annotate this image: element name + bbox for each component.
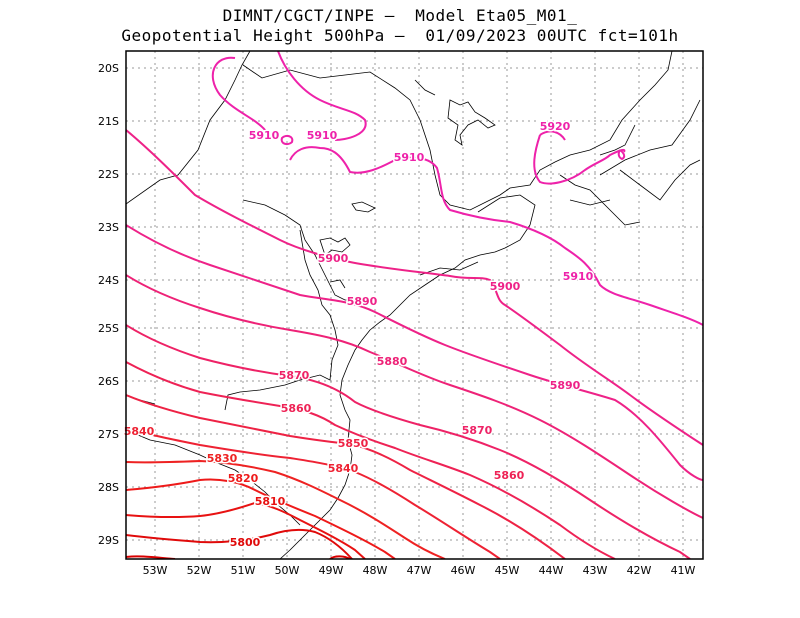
grid [126,51,703,559]
lat-label: 22S [98,168,119,181]
contour-label: 5860 [494,469,525,482]
longitude-labels: 53W 52W 51W 50W 49W 48W 47W 46W 45W 44W … [143,564,696,577]
coastlines-and-borders [126,51,701,559]
contour-label: 5810 [255,495,286,508]
contour-label: 5900 [490,280,521,293]
lon-label: 51W [231,564,256,577]
lat-label: 25S [98,322,119,335]
lat-label: 24S [98,274,119,287]
lat-label: 20S [98,62,119,75]
contour-label: 5880 [377,355,408,368]
lon-label: 41W [671,564,696,577]
contour-label: 5900 [318,252,349,265]
lon-label: 52W [187,564,212,577]
contour-label: 5910 [563,270,594,283]
contour-label: 5830 [207,452,238,465]
latitude-labels: 20S 21S 22S 23S 24S 25S 26S 27S 28S 29S [98,62,119,547]
contour-label: 5910 [307,129,338,142]
contour-label: 5820 [228,472,259,485]
map-title-line-1: DIMNT/CGCT/INPE – Model Eta05_M01_ [222,6,578,25]
contour-label: 5910 [249,129,280,142]
contour-labels: 5920 5910 5910 5910 5910 5900 5900 5890 5890 5880… [122,119,595,551]
contour-label: 5840 [328,462,359,475]
contour-label: 5920 [540,120,571,133]
lat-label: 23S [98,221,119,234]
contour-label: 5910 [394,151,425,164]
contour-label: 5890 [347,295,378,308]
contour-label: 5870 [279,369,310,382]
contour-label: 5870 [462,424,493,437]
lon-label: 45W [495,564,520,577]
lat-label: 28S [98,481,119,494]
lon-label: 53W [143,564,168,577]
contour-label: 5890 [550,379,581,392]
lon-label: 50W [275,564,300,577]
lat-label: 29S [98,534,119,547]
contour-label: 5850 [338,437,369,450]
lon-label: 44W [539,564,564,577]
contour-lines [126,51,703,559]
lat-label: 26S [98,375,119,388]
reservoirs [319,79,496,289]
lon-label: 47W [407,564,432,577]
contour-label: 5840 [124,425,155,438]
lon-label: 46W [451,564,476,577]
contour-label: 5800 [230,536,261,549]
lat-label: 21S [98,115,119,128]
lon-label: 49W [319,564,344,577]
map-frame [125,50,704,560]
lat-label: 27S [98,428,119,441]
lon-label: 48W [363,564,388,577]
contour-label: 5860 [281,402,312,415]
lon-label: 42W [627,564,652,577]
map-title-line-2: Geopotential Height 500hPa – 01/09/2023 … [121,26,679,45]
lon-label: 43W [583,564,608,577]
